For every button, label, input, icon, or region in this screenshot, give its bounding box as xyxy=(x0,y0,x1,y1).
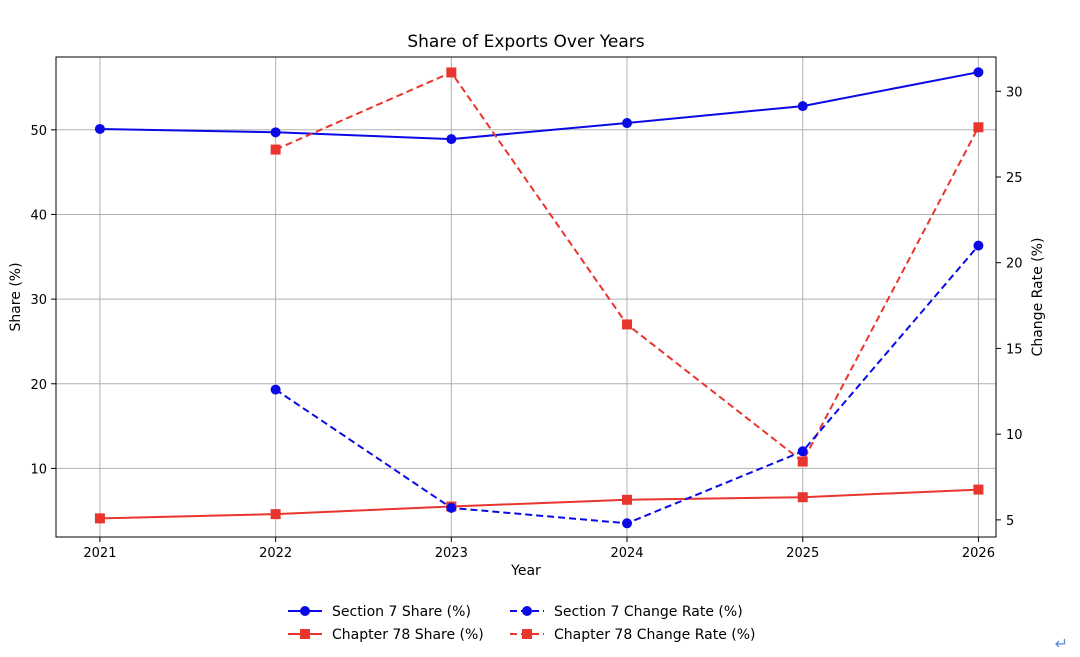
data-point-section-7-share xyxy=(622,118,633,129)
chart-title: Share of Exports Over Years xyxy=(407,32,644,52)
legend-label: Chapter 78 Share (%) xyxy=(332,627,484,643)
plot-frame xyxy=(55,56,997,538)
data-point-section-7-change-rate xyxy=(622,518,633,529)
x-tick-label: 2024 xyxy=(610,546,643,561)
y-right-tick-label: 25 xyxy=(1006,171,1023,186)
y-right-tick-label: 20 xyxy=(1006,257,1023,272)
data-point-section-7-share xyxy=(446,134,457,145)
data-point-section-7-share xyxy=(797,101,808,112)
legend-label: Section 7 Share (%) xyxy=(332,604,471,620)
data-point-section-7-share xyxy=(94,123,105,134)
x-tick-label: 2025 xyxy=(786,546,819,561)
data-point-chapter-78-change-rate xyxy=(797,456,808,467)
return-icon: ↵ xyxy=(1054,634,1068,653)
x-axis-title: Year xyxy=(510,563,541,579)
y-left-tick-label: 50 xyxy=(30,124,47,139)
data-point-section-7-share xyxy=(270,127,281,138)
data-point-section-7-share xyxy=(973,67,984,78)
data-point-chapter-78-share xyxy=(973,484,984,495)
x-tick-label: 2021 xyxy=(83,546,116,561)
y-right-tick-label: 10 xyxy=(1006,428,1023,443)
x-tick-label: 2026 xyxy=(962,546,995,561)
y-axis-left-title: Share (%) xyxy=(8,262,24,331)
data-point-section-7-change-rate xyxy=(270,384,281,395)
data-point-chapter-78-change-rate xyxy=(622,319,633,330)
legend-label: Chapter 78 Change Rate (%) xyxy=(554,627,756,643)
y-left-tick-label: 30 xyxy=(30,293,47,308)
legend-marker xyxy=(300,606,310,616)
series xyxy=(94,67,984,529)
y-left-tick-label: 20 xyxy=(30,378,47,393)
data-point-chapter-78-share xyxy=(94,513,105,524)
x-tick-label: 2023 xyxy=(435,546,468,561)
axes: 2021 2022 2023 2024 2025 20261020304050510152… xyxy=(30,85,1022,561)
legend-marker xyxy=(522,629,532,639)
data-point-chapter-78-share xyxy=(622,494,633,505)
data-point-chapter-78-share xyxy=(270,509,281,520)
legend: Section 7 Share (%) Section 7 Change Rate… xyxy=(288,604,756,643)
y-right-tick-label: 30 xyxy=(1006,85,1023,100)
data-point-section-7-change-rate xyxy=(446,502,457,513)
data-point-chapter-78-share xyxy=(797,492,808,503)
y-left-tick-label: 40 xyxy=(30,208,47,223)
data-point-section-7-change-rate xyxy=(973,240,984,251)
x-tick-label: 2022 xyxy=(259,546,292,561)
y-left-tick-label: 10 xyxy=(30,462,47,477)
legend-marker xyxy=(522,606,532,616)
series-line-section-7-share xyxy=(99,71,979,141)
legend-marker xyxy=(300,629,310,639)
y-right-tick-label: 15 xyxy=(1006,342,1023,357)
series-line-chapter-78-share xyxy=(99,488,979,520)
data-point-chapter-78-change-rate xyxy=(973,122,984,133)
data-point-chapter-78-change-rate xyxy=(446,67,457,78)
data-point-section-7-change-rate xyxy=(797,446,808,457)
legend-label: Section 7 Change Rate (%) xyxy=(554,604,743,620)
y-axis-right-title: Change Rate (%) xyxy=(1030,238,1046,357)
data-point-chapter-78-change-rate xyxy=(270,144,281,155)
y-right-tick-label: 5 xyxy=(1006,514,1014,529)
